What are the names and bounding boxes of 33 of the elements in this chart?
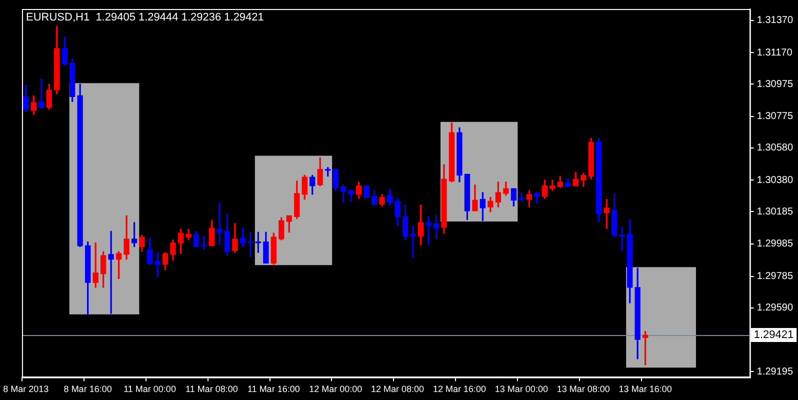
y-tick-label: 1.30185 [756,206,794,218]
candlestick [426,216,432,246]
x-tick-label: 13 Mar 08:00 [556,384,610,394]
y-tick-label: 1.31370 [756,15,794,26]
x-tick-label: 8 Mar 16:00 [64,384,112,394]
y-tick-label: 1.29195 [756,366,794,378]
chart-title: EURUSD,H1 1.29405 1.29444 1.29236 1.29421 [26,12,264,24]
ref-line-label: 1.29421 [754,329,794,342]
x-tick-label: 11 Mar 08:00 [186,384,238,394]
x-tick-label: 11 Mar 16:00 [247,384,300,394]
y-tick-label: 1.30580 [756,142,794,154]
candlestick [518,193,524,202]
y-tick-label: 1.29985 [756,238,794,250]
x-tick-label: 13 Mar 00:00 [494,384,548,394]
x-tick-label: 12 Mar 16:00 [432,384,486,394]
candlestick [201,236,207,250]
y-tick-label: 1.30775 [756,111,794,122]
candlestick [216,202,222,246]
y-tick-label: 1.30380 [756,174,794,186]
x-tick-label: 11 Mar 00:00 [124,384,176,394]
y-tick-label: 1.30975 [756,78,794,90]
x-tick-label: 12 Mar 08:00 [371,384,424,394]
candlestick [248,232,254,257]
candlestick [410,226,416,258]
x-tick-label: 13 Mar 16:00 [618,384,672,394]
candlestick [92,242,98,288]
y-tick-label: 1.29785 [756,271,794,282]
x-tick-label: 12 Mar 00:00 [309,384,362,394]
x-tick-label: 8 Mar 2013 [3,384,49,394]
candlestick [108,230,114,314]
y-tick-label: 1.29590 [756,302,794,314]
candlestick [154,252,160,278]
y-tick-label: 1.31170 [756,47,793,58]
